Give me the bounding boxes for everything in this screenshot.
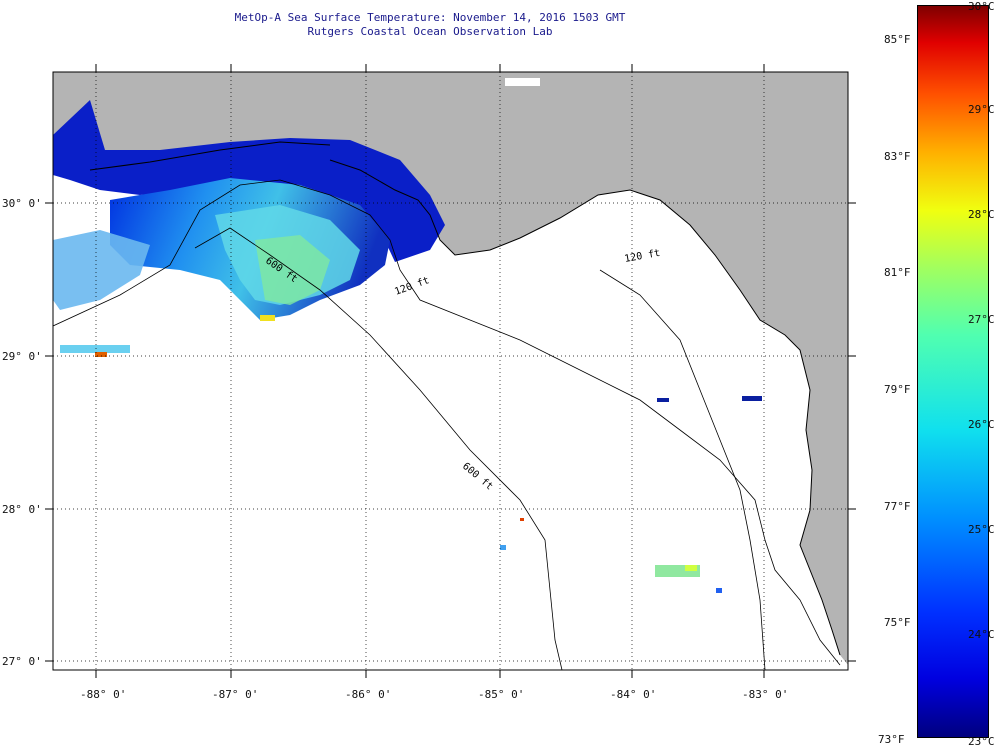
- colorbar-celsius-label: 23°C: [968, 735, 995, 748]
- contour-600ft: [194, 227, 563, 670]
- map-frame: [52, 71, 849, 671]
- land-mass: [53, 72, 848, 665]
- lon-label: -85° 0': [478, 688, 525, 701]
- lon-label: -86° 0': [345, 688, 392, 701]
- lat-label: 28° 0': [2, 503, 42, 516]
- contour-label-600ft-south: 600 ft: [460, 461, 495, 493]
- lon-label: -88° 0': [80, 688, 127, 701]
- map-title: MetOp-A Sea Surface Temperature: Novembe…: [234, 11, 626, 24]
- colorbar-celsius-label: 26°C: [968, 418, 995, 431]
- lon-label: -84° 0': [610, 688, 657, 701]
- colorbar-celsius-label: 25°C: [968, 523, 995, 536]
- map-subtitle: Rutgers Coastal Ocean Observation Lab: [307, 25, 553, 38]
- colorbar-fahrenheit-label: 79°F: [884, 383, 911, 396]
- contour-120ft: [53, 179, 841, 666]
- colorbar-celsius-label: 30°C: [968, 0, 995, 13]
- contour-label-120ft: 120 ft: [393, 275, 431, 298]
- colorbar-celsius-label: 29°C: [968, 103, 995, 116]
- colorbar-fahrenheit-label: 73°F: [878, 733, 905, 746]
- lat-label: 30° 0': [2, 197, 42, 210]
- colorbar-fahrenheit-label: 75°F: [884, 616, 911, 629]
- axis-ticks: [45, 64, 856, 678]
- lat-label: 29° 0': [2, 350, 42, 363]
- colorbar-celsius-label: 28°C: [968, 208, 995, 221]
- lon-label: -83° 0': [742, 688, 789, 701]
- colorbar-fahrenheit-label: 83°F: [884, 150, 911, 163]
- contour-600ft-east: [599, 269, 766, 670]
- colorbar-fahrenheit-label: 81°F: [884, 266, 911, 279]
- contour-label-120ft-east: 120 ft: [624, 248, 661, 265]
- colorbar-celsius-label: 27°C: [968, 313, 995, 326]
- coastline: [329, 159, 841, 656]
- colorbar-celsius-label: 24°C: [968, 628, 995, 641]
- lat-label: 27° 0': [2, 655, 42, 668]
- colorbar-fahrenheit-label: 85°F: [884, 33, 911, 46]
- coast-barrier: [89, 141, 331, 171]
- temperature-colorbar: [917, 5, 989, 738]
- lon-label: -87° 0': [212, 688, 259, 701]
- sst-scatter-west: [53, 230, 150, 310]
- colorbar-fahrenheit-label: 77°F: [884, 500, 911, 513]
- sst-green-patch: [255, 235, 330, 305]
